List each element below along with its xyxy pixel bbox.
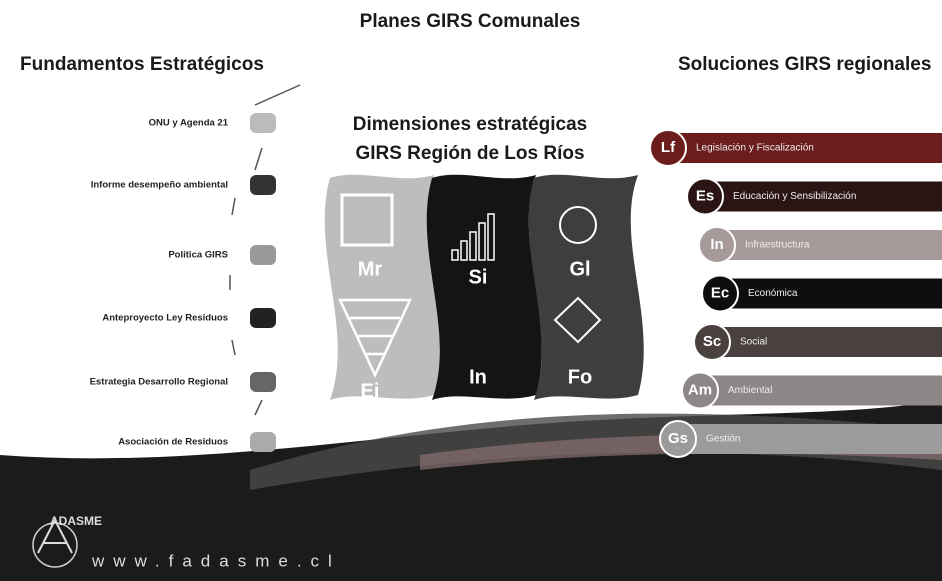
solution-label: Social [740,337,767,348]
solution-code: Am [688,381,712,398]
foundation-item: Informe desempeño ambiental [91,180,228,191]
solution-code: Sc [703,333,721,350]
brand: ADASME [50,514,102,528]
dimension-code: In [469,366,487,388]
solution-label: Infraestructura [745,240,810,251]
solution-label: Económica [748,288,798,299]
dimension-code: Ej [361,380,380,402]
solution-label: Ambiental [728,385,772,396]
foundation-item: Asociación de Residuos [118,437,228,448]
solution-code: In [710,236,723,253]
foundation-icon [250,308,276,328]
foundation-icon [250,113,276,133]
foundation-icon [250,175,276,195]
page: { "title": "Planes GIRS Comunales", "lef… [0,0,942,581]
center-heading: Dimensiones estratégicas [353,114,587,135]
foundation-item: Anteproyecto Ley Residuos [102,313,228,324]
website: www.fadasme.cl [91,551,341,570]
slide: Planes GIRS Comunales Fundamentos Estraté… [0,0,942,581]
left-heading: Fundamentos Estratégicos [20,54,264,75]
center-heading: GIRS Región de Los Ríos [355,143,584,164]
dimension-code: Fo [568,366,592,388]
foundation-icon [250,372,276,392]
title: Planes GIRS Comunales [360,11,581,32]
dimension-code: Si [469,266,488,288]
solution-code: Es [696,187,714,204]
foundation-item: Estrategia Desarrollo Regional [90,377,228,388]
solution-code: Ec [711,284,729,301]
foundation-icon [250,432,276,452]
solution-code: Lf [661,139,676,156]
solution-label: Legislación y Fiscalización [696,143,814,154]
right-heading: Soluciones GIRS regionales [678,54,931,75]
solution-label: Gestión [706,434,740,445]
dimension-code: Gl [569,258,590,280]
solution-label: Educación y Sensibilización [733,191,856,202]
solution-code: Gs [668,430,688,447]
dimension-code: Mr [358,258,383,280]
foundation-icon [250,245,276,265]
foundation-item: ONU y Agenda 21 [149,118,229,129]
foundation-item: Política GIRS [168,250,228,261]
